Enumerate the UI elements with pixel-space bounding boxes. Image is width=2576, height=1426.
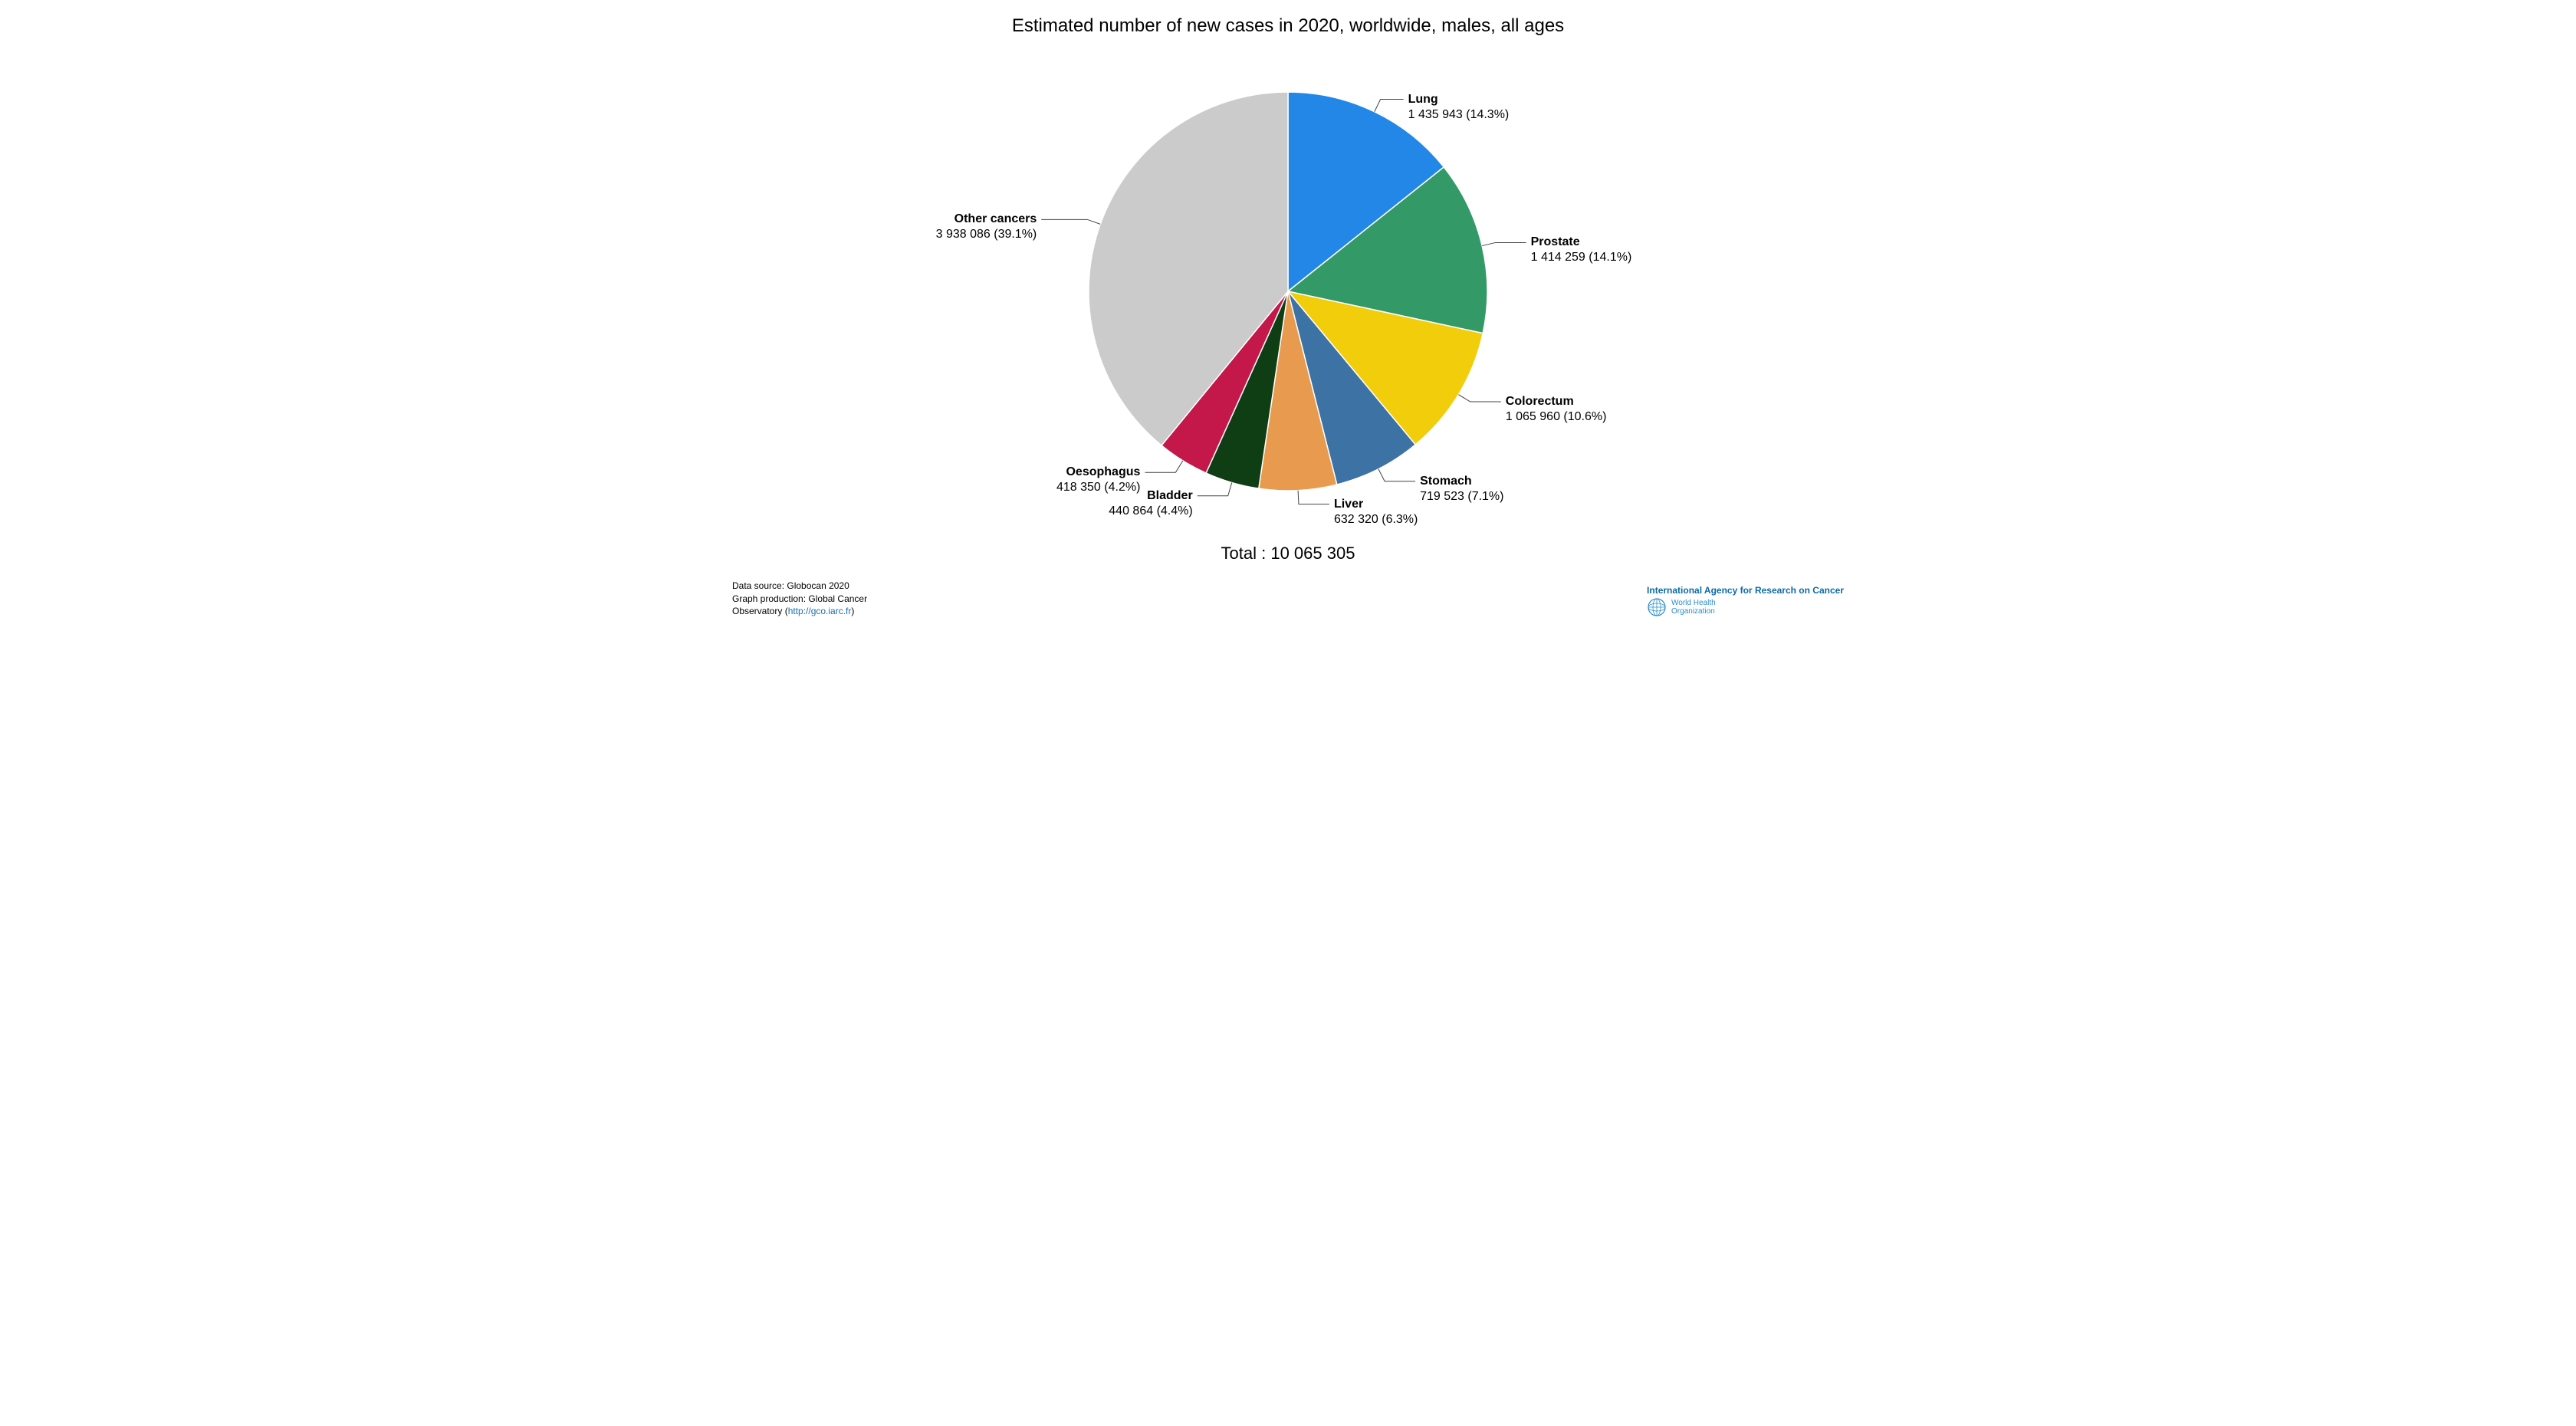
who-text: World Health Organization [1671,599,1716,616]
label-value: 440 864 (4.4%) [1109,504,1192,519]
label-name: Other cancers [936,212,1037,227]
iarc-text: International Agency for Research on Can… [1647,585,1844,596]
label-name: Stomach [1420,474,1503,489]
source-line-2: Graph production: Global Cancer [732,593,867,604]
source-line-1: Data source: Globocan 2020 [732,580,849,591]
label-value: 632 320 (6.3%) [1334,512,1418,527]
source-line-3-suffix: ) [851,606,854,616]
label-value: 1 435 943 (14.3%) [1408,107,1510,123]
label-name: Prostate [1531,235,1632,250]
who-line-1: World Health [1671,599,1716,607]
who-line-2: Organization [1671,607,1715,616]
footer-attribution: International Agency for Research on Can… [1647,585,1844,617]
label-name: Liver [1334,497,1418,512]
pie-wrap: Lung1 435 943 (14.3%) Prostate1 414 259 (… [724,54,1852,521]
label-stomach: Stomach719 523 (7.1%) [1420,474,1503,504]
source-line-3-prefix: Observatory ( [732,606,788,616]
label-value: 1 414 259 (14.1%) [1531,250,1632,265]
label-colorectum: Colorectum1 065 960 (10.6%) [1506,394,1607,425]
label-name: Lung [1408,92,1510,107]
label-value: 1 065 960 (10.6%) [1506,409,1607,425]
label-name: Colorectum [1506,394,1607,409]
total-label: Total : 10 065 305 [724,544,1852,564]
chart-title: Estimated number of new cases in 2020, w… [724,15,1852,37]
pie-chart [724,54,1852,521]
label-liver: Liver632 320 (6.3%) [1334,497,1418,527]
source-link[interactable]: http://gco.iarc.fr [788,606,852,616]
label-name: Oesophagus [1056,465,1140,480]
label-oesophagus: Oesophagus418 350 (4.2%) [1056,465,1140,495]
label-prostate: Prostate1 414 259 (14.1%) [1531,235,1632,265]
label-other-cancers: Other cancers3 938 086 (39.1%) [936,212,1037,242]
label-lung: Lung1 435 943 (14.3%) [1408,92,1510,123]
label-value: 418 350 (4.2%) [1056,480,1140,495]
who-row: World Health Organization [1647,597,1844,617]
who-logo-icon [1647,597,1667,617]
footer-source: Data source: Globocan 2020 Graph product… [732,580,867,617]
label-value: 719 523 (7.1%) [1420,489,1503,504]
label-value: 3 938 086 (39.1%) [936,227,1037,242]
chart-container: Estimated number of new cases in 2020, w… [724,0,1852,625]
